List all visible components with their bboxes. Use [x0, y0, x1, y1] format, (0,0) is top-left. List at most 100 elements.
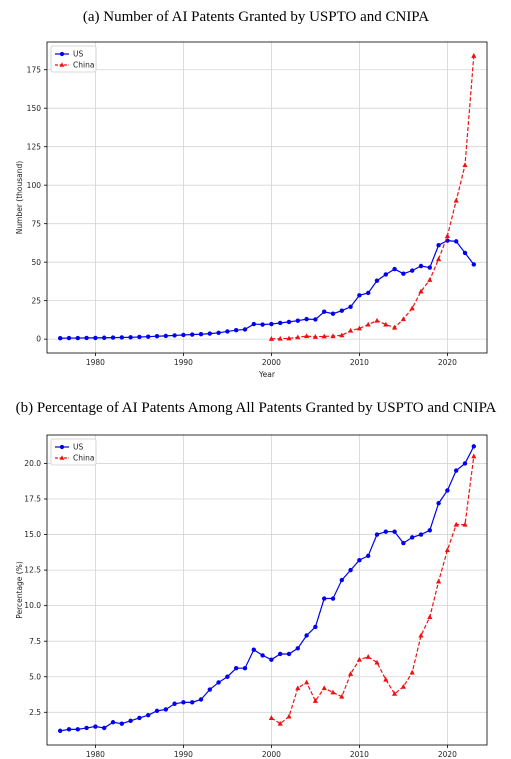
data-point	[392, 324, 398, 330]
chart-panel-b: (b) Percentage of AI Patents Among All P…	[15, 400, 497, 759]
data-point	[269, 321, 274, 327]
data-point	[225, 329, 230, 334]
data-point	[454, 468, 459, 473]
legend-label: China	[73, 61, 94, 70]
legend: US China	[50, 438, 97, 466]
data-point	[436, 578, 442, 584]
data-point	[137, 715, 142, 721]
y-tick-label: 175	[27, 65, 42, 74]
data-point	[374, 278, 380, 283]
legend-label: US	[73, 443, 83, 452]
data-point	[330, 689, 336, 695]
data-point	[462, 461, 468, 466]
series-china	[268, 53, 477, 341]
x-tick-label: 1980	[86, 358, 105, 367]
series-line	[60, 446, 475, 732]
data-point	[251, 647, 256, 652]
y-tick-label: 0	[36, 335, 41, 344]
data-point	[339, 577, 344, 583]
data-point	[410, 268, 415, 273]
data-point	[93, 335, 98, 341]
data-point	[207, 331, 212, 336]
data-point	[128, 335, 133, 340]
data-point	[348, 671, 354, 676]
data-point	[348, 304, 353, 310]
legend: US China	[50, 45, 97, 73]
data-point	[102, 335, 107, 340]
data-point	[427, 614, 433, 620]
data-point	[471, 262, 476, 267]
data-point	[154, 708, 160, 714]
legend-marker	[59, 62, 65, 67]
series-line	[271, 55, 475, 340]
data-point	[374, 532, 380, 537]
legend-marker	[59, 455, 65, 460]
data-point	[383, 676, 389, 682]
y-tick-label: 12.5	[24, 566, 41, 575]
data-point	[401, 271, 406, 276]
data-point	[356, 325, 362, 331]
y-tick-label: 50	[31, 258, 41, 267]
data-point	[286, 651, 292, 657]
x-axis-label: Year	[258, 370, 276, 379]
y-tick-label: 15.0	[24, 530, 41, 539]
data-point	[216, 680, 221, 685]
x-tick-label: 2010	[350, 358, 369, 367]
data-point	[268, 715, 274, 720]
data-point	[366, 553, 371, 559]
series-us	[58, 238, 476, 341]
data-point	[427, 265, 432, 270]
data-point	[172, 333, 177, 338]
data-point	[198, 332, 204, 337]
chart-panel-a: (a) Number of AI Patents Granted by USPT…	[15, 9, 488, 379]
data-point	[330, 596, 336, 601]
data-point	[84, 335, 89, 341]
data-point	[357, 293, 362, 298]
data-point	[445, 488, 450, 493]
y-tick-label: 75	[31, 219, 41, 228]
data-point	[304, 679, 310, 685]
data-point	[436, 501, 441, 506]
data-point	[304, 333, 310, 339]
x-tick-label: 2020	[438, 358, 457, 367]
data-point	[181, 332, 186, 338]
data-point	[190, 332, 195, 337]
plot-frame	[46, 434, 488, 746]
data-point	[260, 322, 265, 327]
legend-marker	[59, 51, 65, 57]
y-tick-label: 2.5	[29, 708, 41, 717]
data-point	[322, 596, 327, 601]
series-us	[58, 444, 476, 733]
series-line	[60, 239, 475, 339]
data-point	[312, 698, 318, 703]
data-point	[295, 334, 301, 340]
data-point	[366, 290, 371, 296]
data-point	[242, 327, 248, 332]
data-point	[163, 707, 168, 712]
y-tick-label: 20.0	[24, 459, 41, 468]
data-point	[348, 327, 354, 333]
series-china	[268, 453, 477, 726]
data-point	[365, 654, 371, 659]
data-point	[444, 547, 450, 553]
chart-title: (a) Number of AI Patents Granted by USPT…	[83, 9, 429, 25]
data-point	[304, 316, 309, 322]
data-point	[190, 700, 195, 705]
data-point	[322, 309, 327, 314]
data-point	[348, 567, 353, 573]
data-point	[128, 718, 133, 724]
data-point	[234, 328, 239, 333]
data-point	[339, 693, 345, 699]
data-point	[295, 685, 301, 691]
y-tick-label: 150	[27, 104, 42, 113]
y-tick-label: 5.0	[29, 672, 41, 681]
y-tick-label: 100	[27, 181, 42, 190]
data-point	[304, 633, 309, 638]
data-point	[462, 162, 468, 168]
x-tick-label: 1980	[86, 750, 105, 759]
y-tick-label: 25	[31, 296, 41, 305]
data-point	[471, 444, 476, 449]
y-tick-label: 125	[27, 142, 42, 151]
data-point	[436, 256, 442, 262]
